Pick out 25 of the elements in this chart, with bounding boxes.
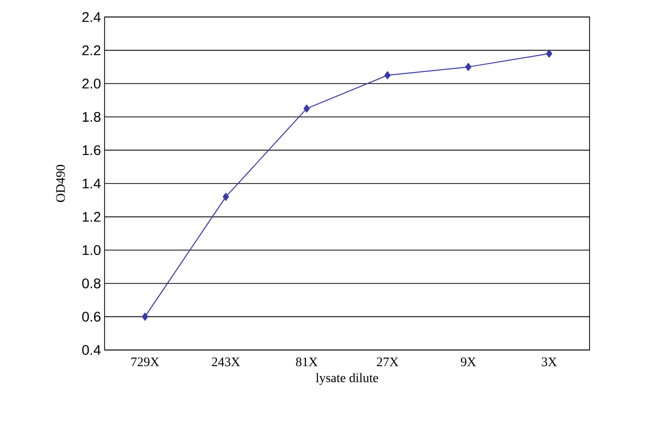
point	[142, 312, 148, 321]
y-tick-label: 0.4	[82, 345, 101, 355]
point	[546, 50, 552, 58]
y-tick-label: 2.4	[82, 12, 101, 22]
x-axis-title: lysate dilute	[316, 373, 378, 385]
x-tick-label: 9X	[460, 358, 476, 366]
y-tick-label: 1.8	[82, 112, 100, 122]
y-tick-label: 1.4	[82, 178, 101, 188]
x-tick-label: 729X	[131, 358, 160, 366]
y-tick-label: 0.8	[82, 278, 100, 288]
y-tick-label: 2.0	[82, 78, 101, 89]
y-axis-title: OD490	[56, 164, 65, 202]
point	[222, 192, 229, 201]
y-tick-label: 1.2	[82, 212, 100, 222]
x-tick-label: 3X	[542, 358, 557, 366]
x-tick-label: 27X	[376, 358, 398, 366]
point	[384, 71, 391, 80]
x-tick-label: 243X	[212, 358, 240, 366]
y-tick-label: 1.6	[82, 145, 100, 156]
point	[304, 104, 310, 113]
y-tick-label: 0.6	[82, 312, 100, 322]
y-tick-label: 1.0	[82, 245, 101, 256]
x-tick-label: 81X	[296, 358, 318, 366]
point	[465, 62, 472, 71]
y-tick-label: 2.2	[82, 45, 100, 56]
